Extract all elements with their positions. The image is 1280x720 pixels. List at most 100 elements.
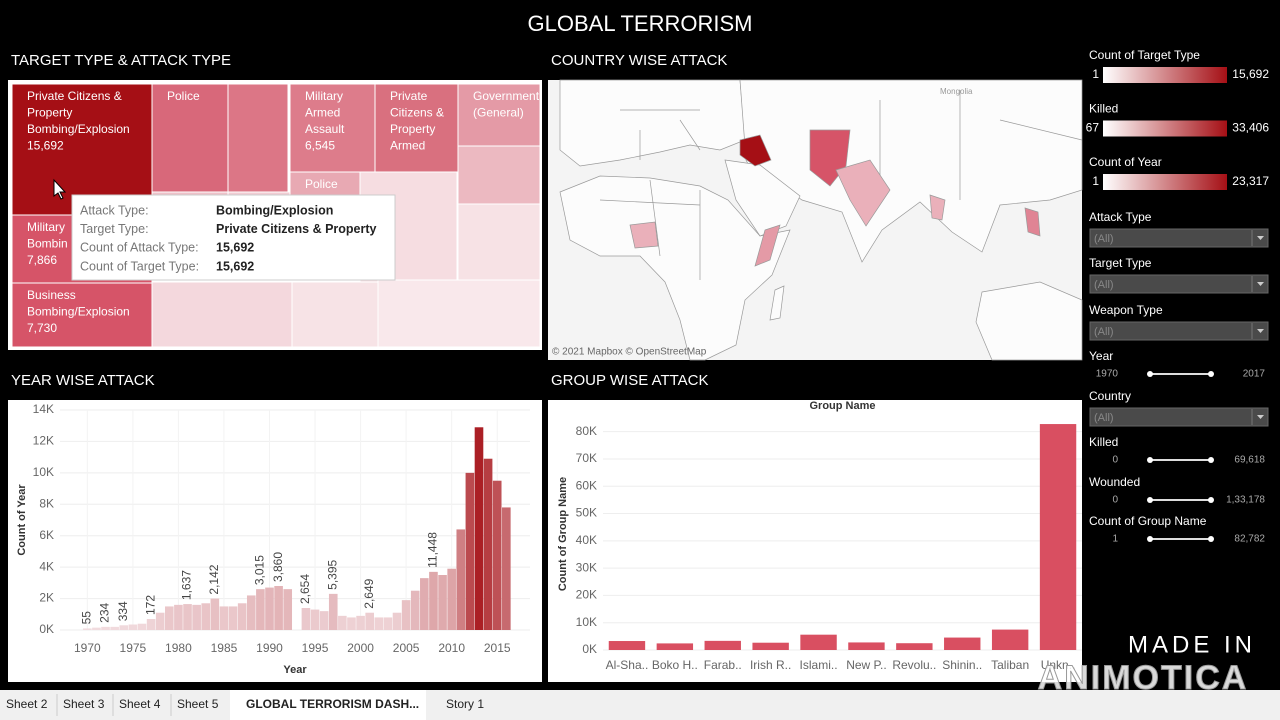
tab[interactable]: GLOBAL TERRORISM DASH... <box>246 697 419 711</box>
bar[interactable] <box>146 619 156 630</box>
bar[interactable] <box>246 595 256 630</box>
tab[interactable]: Sheet 3 <box>63 697 105 711</box>
y-tick-label: 0K <box>582 642 597 656</box>
slider-handle[interactable] <box>1147 371 1153 377</box>
bar[interactable] <box>1039 424 1077 650</box>
bar[interactable] <box>237 603 247 630</box>
bar[interactable] <box>265 587 274 630</box>
bar[interactable] <box>155 612 165 630</box>
bar[interactable] <box>128 624 138 631</box>
bar[interactable] <box>201 603 211 630</box>
treemap-cell[interactable] <box>377 279 541 348</box>
bar[interactable] <box>800 634 837 650</box>
slider-handle[interactable] <box>1147 457 1153 463</box>
bar[interactable] <box>310 609 320 630</box>
dropdown[interactable] <box>1089 274 1269 294</box>
bar[interactable] <box>210 598 220 630</box>
bar[interactable] <box>429 571 438 630</box>
bar[interactable] <box>164 606 174 630</box>
treemap-cell[interactable] <box>457 203 541 281</box>
watermark: ANIMOTICA <box>1038 659 1249 697</box>
treemap-cell[interactable] <box>289 83 376 173</box>
data-label: 3,860 <box>271 552 285 582</box>
bar[interactable] <box>283 589 293 630</box>
bar[interactable] <box>319 611 329 630</box>
bar[interactable] <box>101 626 110 630</box>
treemap-cell[interactable] <box>291 281 379 348</box>
legend-title: Count of Year <box>1089 155 1162 169</box>
treemap-cell[interactable] <box>11 282 153 348</box>
tab[interactable]: Story 1 <box>446 697 484 711</box>
bar[interactable] <box>356 615 365 630</box>
bar[interactable] <box>328 593 338 630</box>
bar[interactable] <box>502 507 511 630</box>
bar[interactable] <box>465 472 475 630</box>
bar[interactable] <box>438 575 447 630</box>
treemap-label: (General) <box>473 106 524 120</box>
y-tick-label: 6K <box>39 528 54 542</box>
y-tick-label: 14K <box>33 402 54 416</box>
bar[interactable] <box>483 458 493 630</box>
x-tick-label: 1985 <box>211 641 238 655</box>
bar[interactable] <box>301 608 311 630</box>
bar[interactable] <box>474 427 484 630</box>
slider-handle[interactable] <box>1208 536 1214 542</box>
bar[interactable] <box>119 625 129 630</box>
tab[interactable]: Sheet 2 <box>6 697 48 711</box>
bar[interactable] <box>447 568 456 630</box>
bar[interactable] <box>347 617 356 630</box>
treemap-cell[interactable] <box>374 83 459 173</box>
tab[interactable]: Sheet 4 <box>119 697 161 711</box>
slider-handle[interactable] <box>1147 497 1153 503</box>
treemap-cell[interactable] <box>457 83 541 147</box>
bar[interactable] <box>656 643 694 650</box>
bar[interactable] <box>410 590 420 630</box>
bar[interactable] <box>92 627 101 630</box>
treemap-cell[interactable] <box>227 83 289 193</box>
bar[interactable] <box>365 612 374 630</box>
treemap-label: 6,545 <box>305 139 335 153</box>
bar[interactable] <box>219 606 229 630</box>
treemap-cell[interactable] <box>11 83 153 216</box>
bar[interactable] <box>174 604 183 630</box>
slider-handle[interactable] <box>1208 497 1214 503</box>
bar[interactable] <box>274 586 283 630</box>
bar[interactable] <box>83 628 92 630</box>
cursor <box>53 178 67 200</box>
bar[interactable] <box>991 629 1029 650</box>
treemap-cell[interactable] <box>457 145 541 205</box>
bar[interactable] <box>338 615 347 630</box>
dropdown[interactable] <box>1089 228 1269 248</box>
bar[interactable] <box>704 640 741 650</box>
map[interactable] <box>559 79 1083 361</box>
tab[interactable]: Sheet 5 <box>177 697 219 711</box>
bar[interactable] <box>183 604 192 630</box>
control-label: Count of Group Name <box>1089 514 1207 528</box>
bar[interactable] <box>256 589 265 630</box>
bar[interactable] <box>192 604 201 630</box>
treemap-cell[interactable] <box>151 83 229 193</box>
dropdown[interactable] <box>1089 407 1269 427</box>
dropdown[interactable] <box>1089 321 1269 341</box>
bar[interactable] <box>456 529 466 630</box>
slider-handle[interactable] <box>1147 536 1153 542</box>
bar[interactable] <box>492 480 502 630</box>
bar[interactable] <box>752 642 789 650</box>
bar[interactable] <box>944 637 981 650</box>
slider-handle[interactable] <box>1208 457 1214 463</box>
bar[interactable] <box>374 617 384 630</box>
bar[interactable] <box>401 600 411 630</box>
bar[interactable] <box>896 643 933 650</box>
data-label: 234 <box>98 603 112 623</box>
bar[interactable] <box>608 641 646 650</box>
bar[interactable] <box>110 626 119 630</box>
bar[interactable] <box>228 606 238 630</box>
bar[interactable] <box>383 617 393 630</box>
treemap-cell[interactable] <box>151 281 293 348</box>
bar[interactable] <box>848 642 885 650</box>
bar[interactable] <box>420 578 429 630</box>
bar[interactable] <box>137 623 147 630</box>
data-label: 2,649 <box>362 578 376 608</box>
slider-handle[interactable] <box>1208 371 1214 377</box>
bar[interactable] <box>392 612 402 630</box>
